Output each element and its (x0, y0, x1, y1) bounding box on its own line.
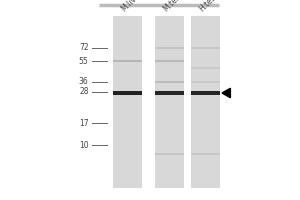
Text: 72: 72 (79, 44, 88, 52)
Bar (155, 91, 184, 95)
Text: 28: 28 (79, 88, 88, 97)
Bar (155, 47, 184, 49)
Bar (191, 47, 220, 49)
Text: 10: 10 (79, 140, 88, 149)
Text: M.liver: M.liver (120, 0, 144, 13)
Text: 36: 36 (79, 77, 88, 86)
Bar (191, 91, 220, 95)
Bar (113, 91, 142, 95)
Bar (155, 153, 184, 155)
Bar (155, 81, 184, 83)
Bar (155, 16, 184, 188)
Bar (191, 81, 220, 83)
Text: 55: 55 (79, 56, 88, 66)
Bar (155, 81, 184, 83)
Bar (113, 16, 142, 188)
Text: M.testis: M.testis (162, 0, 189, 13)
Bar (191, 16, 220, 188)
Polygon shape (222, 88, 230, 98)
Text: H.testis: H.testis (198, 0, 225, 13)
Bar (155, 60, 184, 62)
Bar (191, 67, 220, 69)
Bar (191, 153, 220, 155)
Bar (113, 60, 142, 62)
Text: 17: 17 (79, 118, 88, 128)
